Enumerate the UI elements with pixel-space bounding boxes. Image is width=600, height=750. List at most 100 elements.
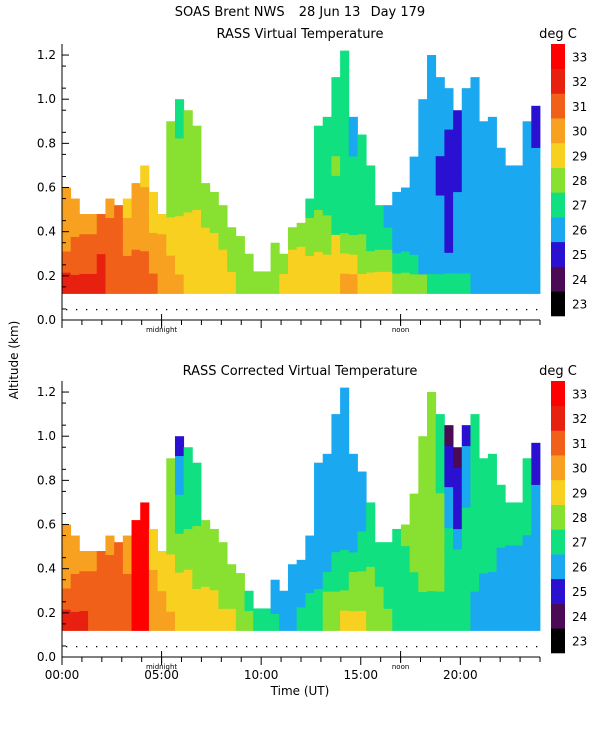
heatmap-cell xyxy=(366,587,376,610)
heatmap-cell xyxy=(366,566,376,589)
heatmap-cell xyxy=(435,77,445,98)
heatmap-cell xyxy=(444,211,454,233)
surface-dot xyxy=(176,645,178,648)
heatmap-cell xyxy=(331,473,341,494)
heatmap-cell xyxy=(470,433,480,454)
heatmap-cell xyxy=(340,468,350,490)
heatmap-cell xyxy=(418,196,428,217)
colorbar-swatch xyxy=(551,291,565,317)
heatmap-cell xyxy=(209,232,219,254)
heatmap-cell xyxy=(453,252,463,274)
heatmap-cell xyxy=(435,254,445,275)
marker-label: midnight xyxy=(146,663,177,671)
heatmap-cell xyxy=(435,136,445,157)
heatmap-cell xyxy=(479,477,489,497)
figure-header: SOAS Brent NWS 28 Jun 13 Day 179 xyxy=(175,5,425,20)
heatmap-cell xyxy=(192,567,202,589)
heatmap-cell xyxy=(340,151,350,173)
heatmap-cell xyxy=(400,272,411,294)
heatmap-cell xyxy=(157,233,167,255)
heatmap-cell xyxy=(496,189,506,211)
heatmap-cell xyxy=(331,591,341,612)
heatmap-cell xyxy=(461,170,471,192)
heatmap-cell xyxy=(227,271,237,294)
heatmap-cell xyxy=(357,194,367,215)
heatmap-cell xyxy=(487,532,497,553)
heatmap-cell xyxy=(453,508,463,530)
heatmap-cell xyxy=(444,108,454,130)
heatmap-cell xyxy=(531,210,541,232)
heatmap-cell xyxy=(470,195,480,216)
colorbar-swatch xyxy=(551,266,565,292)
heatmap-cell xyxy=(166,159,176,180)
heatmap-cell xyxy=(114,205,124,228)
heatmap-cell xyxy=(314,167,324,190)
heatmap-cell xyxy=(340,172,350,193)
heatmap-cell xyxy=(400,229,411,252)
heatmap-cell xyxy=(496,210,506,232)
surface-dot xyxy=(76,645,78,648)
heatmap-cell xyxy=(148,569,158,591)
heatmap-cell xyxy=(479,236,489,256)
surface-dot xyxy=(236,308,238,311)
surface-dot xyxy=(66,308,68,311)
heatmap-cell xyxy=(522,236,532,256)
heatmap-cell xyxy=(357,233,367,255)
heatmap-cell xyxy=(79,610,89,631)
heatmap-cell xyxy=(209,191,219,213)
heatmap-cell xyxy=(105,236,115,256)
heatmap-cell xyxy=(314,251,324,273)
heatmap-cell xyxy=(244,273,254,294)
heatmap-cell xyxy=(209,589,219,611)
heatmap-cell xyxy=(218,227,228,250)
heatmap-cell xyxy=(435,453,445,474)
heatmap-cell xyxy=(192,209,202,231)
x-tick-label: 00:00 xyxy=(45,668,80,682)
heatmap-cell xyxy=(487,571,497,592)
heatmap-cell xyxy=(227,227,237,250)
surface-dot xyxy=(456,645,458,648)
colorbar-swatch xyxy=(551,479,565,505)
heatmap-cell xyxy=(174,591,185,612)
heatmap-cell xyxy=(487,156,497,177)
heatmap-cell xyxy=(461,129,471,151)
heatmap-cell xyxy=(183,467,193,489)
heatmap-cell xyxy=(453,171,463,193)
heatmap-cell xyxy=(427,174,437,195)
heatmap-cell xyxy=(357,134,367,155)
heatmap-cell xyxy=(62,545,72,568)
heatmap-cell xyxy=(357,551,367,572)
heatmap-cell xyxy=(444,170,454,192)
heatmap-cell xyxy=(409,195,419,216)
heatmap-cell xyxy=(531,442,541,465)
heatmap-cell xyxy=(409,234,419,255)
y-tick-label: 1.0 xyxy=(37,92,56,106)
surface-dot xyxy=(176,308,178,311)
heatmap-cell xyxy=(270,259,280,277)
heatmap-cell xyxy=(131,271,141,294)
heatmap-cell xyxy=(105,554,115,574)
heatmap-cell xyxy=(70,274,80,294)
heatmap-cell xyxy=(192,609,202,631)
heatmap-cell xyxy=(322,195,332,216)
heatmap-cell xyxy=(435,214,445,235)
surface-dot xyxy=(386,645,388,648)
heatmap-cell xyxy=(287,586,298,609)
heatmap-cell xyxy=(305,554,315,574)
heatmap-cell xyxy=(114,227,124,250)
heatmap-cell xyxy=(505,229,515,252)
heatmap-cell xyxy=(201,608,211,631)
heatmap-cell xyxy=(209,212,219,233)
heatmap-cell xyxy=(305,535,315,555)
heatmap-cell xyxy=(513,186,524,209)
heatmap-cell xyxy=(409,176,419,197)
heatmap-cell xyxy=(244,610,254,631)
heatmap-cell xyxy=(513,609,524,631)
heatmap-cell xyxy=(487,136,497,157)
heatmap-cell xyxy=(131,205,141,228)
heatmap-cell xyxy=(522,255,532,275)
heatmap-cell xyxy=(400,524,411,547)
heatmap-cell xyxy=(383,586,393,609)
heatmap-cell xyxy=(531,526,541,548)
